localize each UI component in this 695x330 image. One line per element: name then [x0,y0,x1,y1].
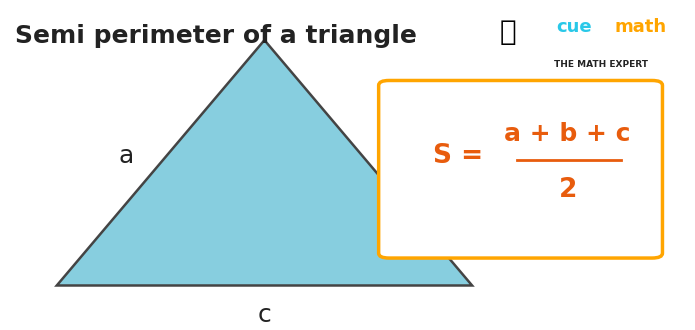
Text: a: a [118,144,133,168]
Text: math: math [614,17,666,36]
Text: a + b + c: a + b + c [505,122,631,146]
Text: 2: 2 [559,177,577,203]
Text: THE MATH EXPERT: THE MATH EXPERT [554,59,648,69]
Text: S =: S = [433,143,483,169]
Text: b: b [381,144,397,168]
FancyBboxPatch shape [379,81,662,258]
Text: 🚀: 🚀 [500,17,516,46]
Text: c: c [258,303,271,327]
Polygon shape [57,40,472,285]
Text: Semi perimeter of a triangle: Semi perimeter of a triangle [15,24,417,48]
Text: cue: cue [557,17,592,36]
